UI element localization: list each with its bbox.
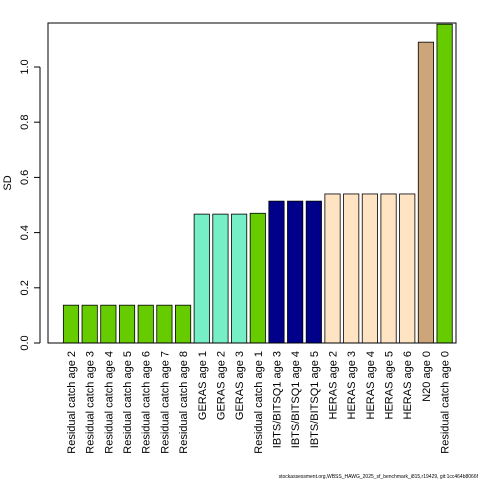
bar-1 [62,304,80,344]
bar-7 [175,304,192,344]
x-tick-label: Residual catch age 7 [159,351,171,454]
x-axis-labels: Residual catch age 2 Residual catch age 3… [66,351,452,454]
bar-17 [361,193,378,344]
x-tick-label: Residual catch age 1 [253,351,265,454]
x-tick-label: N20 age 0 [421,351,433,402]
x-tick-label: IBTS/BITSQ1 age 4 [290,351,302,448]
bar-12 [268,200,285,344]
x-tick-label: GERAS age 2 [215,351,227,420]
x-tick-label: HERAS age 3 [346,351,358,419]
x-tick-label: Residual catch age 0 [440,351,452,454]
y-tick-label: 0.0 [19,335,31,350]
x-tick-label: Residual catch age 6 [141,351,153,454]
bar-9 [212,213,229,344]
x-tick-label: GERAS age 1 [197,351,209,420]
x-tick-label: Residual catch age 3 [85,351,97,454]
bar-19 [399,193,416,344]
bar-3 [100,304,117,344]
y-tick-label: 0.2 [19,280,31,295]
x-tick-label: Residual catch age 2 [66,351,78,454]
x-tick-label: IBTS/BITSQ1 age 3 [271,351,283,448]
y-tick-label: 1.0 [19,59,31,74]
x-tick-label: Residual catch age 5 [122,351,134,454]
bar-8 [193,213,210,344]
bars-group [62,23,453,344]
plot-frame [47,22,457,344]
bar-10 [231,213,248,344]
x-tick-label: HERAS age 5 [384,351,396,419]
footer-credit: stockassessment.org,WBSS_HAWG_2025_sf_be… [279,474,479,480]
x-tick-label: IBTS/BITSQ1 age 5 [309,351,321,448]
x-tick-label: Residual catch age 8 [178,351,190,454]
y-tick-label: 0.4 [19,225,31,240]
bar-16 [343,193,360,344]
bar-13 [287,200,304,344]
x-tick-label: HERAS age 6 [402,351,414,419]
bar-5 [137,304,154,344]
y-axis: 0.0 0.2 0.4 0.6 0.8 1.0 [19,59,41,351]
bar-18 [380,193,397,344]
bar-2 [81,304,98,344]
y-tick-label: 0.8 [19,115,31,130]
x-tick-label: Residual catch age 4 [103,351,115,454]
x-tick-label: GERAS age 3 [234,351,246,420]
bar-20 [417,41,434,344]
bar-4 [118,304,136,344]
x-tick-label: HERAS age 4 [365,351,377,419]
bar-6 [156,304,173,344]
bar-21 [436,23,453,344]
bar-15 [324,193,341,344]
x-tick-label: HERAS age 2 [328,351,340,419]
bar-14 [305,200,322,344]
bar-11 [249,212,266,344]
y-tick-label: 0.6 [19,170,31,185]
y-axis-label: SD [2,175,14,190]
